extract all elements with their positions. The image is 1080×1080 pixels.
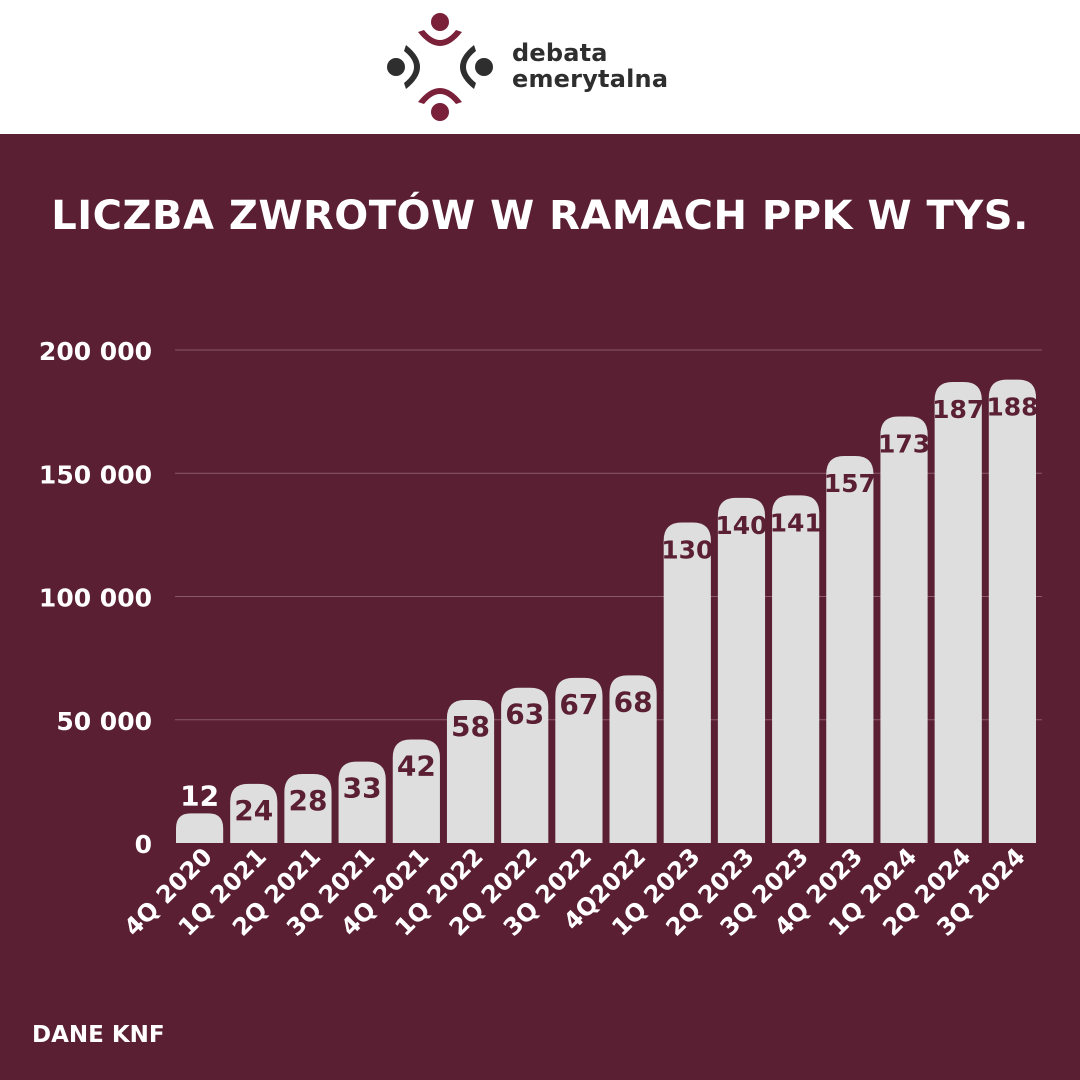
data-label: 68 xyxy=(614,685,653,718)
y-tick-label: 100 000 xyxy=(39,584,152,613)
bar xyxy=(934,382,982,843)
bar xyxy=(717,497,766,843)
data-label: 140 xyxy=(715,511,767,540)
y-tick-label: 150 000 xyxy=(39,460,152,489)
bar xyxy=(880,416,928,843)
bar xyxy=(555,677,603,843)
data-label: 42 xyxy=(397,749,436,782)
data-label: 187 xyxy=(932,395,984,424)
chart-title: LICZBA ZWROTÓW W RAMACH PPK W TYS. xyxy=(51,193,1029,239)
source-label: DANE KNF xyxy=(32,1022,165,1048)
data-label: 28 xyxy=(288,784,327,817)
bar xyxy=(392,739,440,843)
bar xyxy=(176,813,224,843)
bar xyxy=(609,675,657,843)
data-label: 24 xyxy=(234,794,273,827)
data-label: 173 xyxy=(878,430,930,459)
data-label: 130 xyxy=(661,536,713,565)
data-label: 63 xyxy=(505,698,544,731)
bar xyxy=(230,783,278,843)
bar xyxy=(826,455,874,843)
y-tick-label: 200 000 xyxy=(39,337,152,366)
bar xyxy=(501,687,549,843)
data-label: 58 xyxy=(451,710,490,743)
bar xyxy=(663,522,711,843)
data-label: 67 xyxy=(559,688,598,721)
logo-line-1: debata xyxy=(512,39,608,67)
bar xyxy=(446,700,495,843)
data-label: 157 xyxy=(824,469,876,498)
data-label: 33 xyxy=(343,772,382,805)
logo-text: debata emerytalna xyxy=(512,40,668,92)
bar xyxy=(988,379,1036,843)
debata-emerytalna-logo-icon xyxy=(387,13,493,121)
bar xyxy=(284,773,332,843)
y-tick-label: 0 xyxy=(135,830,152,859)
bar xyxy=(772,495,820,843)
logo-line-2: emerytalna xyxy=(512,65,669,93)
data-label: 188 xyxy=(986,393,1038,422)
data-label: 141 xyxy=(770,508,822,537)
header: debata emerytalna xyxy=(0,0,1080,134)
bar xyxy=(338,761,386,843)
y-tick-label: 50 000 xyxy=(56,707,152,736)
data-label: 12 xyxy=(180,779,219,812)
